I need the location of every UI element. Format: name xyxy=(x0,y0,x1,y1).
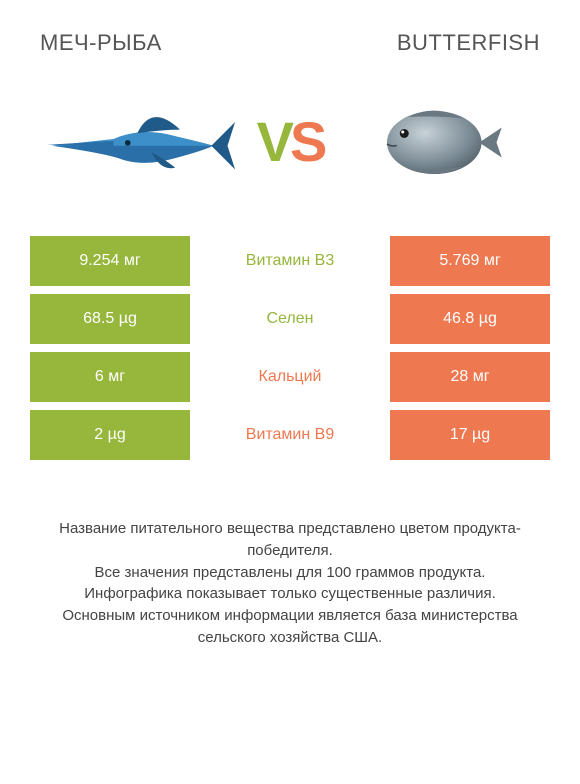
swordfish-image xyxy=(47,76,237,206)
footer-notes: Название питательного вещества представл… xyxy=(0,468,580,649)
butterfish-image xyxy=(343,76,533,206)
right-value: 28 мг xyxy=(390,352,550,402)
right-product-title: BUTTERFISH xyxy=(397,30,540,56)
right-value: 5.769 мг xyxy=(390,236,550,286)
comparison-row: 6 мгКальций28 мг xyxy=(30,352,550,402)
nutrient-label: Селен xyxy=(190,294,390,344)
left-product-title: МЕЧ-РЫБА xyxy=(40,30,162,56)
right-value: 17 µg xyxy=(390,410,550,460)
footer-line-2: Все значения представлены для 100 граммо… xyxy=(40,562,540,584)
left-value: 9.254 мг xyxy=(30,236,190,286)
right-value: 46.8 µg xyxy=(390,294,550,344)
comparison-table: 9.254 мгВитамин B35.769 мг 68.5 µgСелен46… xyxy=(0,236,580,460)
footer-line-3: Инфографика показывает только существенн… xyxy=(40,583,540,605)
left-value: 6 мг xyxy=(30,352,190,402)
header: МЕЧ-РЫБА BUTTERFISH xyxy=(0,0,580,66)
comparison-row: 68.5 µgСелен46.8 µg xyxy=(30,294,550,344)
left-value: 2 µg xyxy=(30,410,190,460)
vs-s: S xyxy=(290,109,323,174)
vs-label: VS xyxy=(257,109,324,174)
footer-line-4: Основным источником информации является … xyxy=(40,605,540,649)
nutrient-label: Витамин B3 xyxy=(190,236,390,286)
images-row: VS xyxy=(0,66,580,236)
comparison-row: 9.254 мгВитамин B35.769 мг xyxy=(30,236,550,286)
nutrient-label: Кальций xyxy=(190,352,390,402)
nutrient-label: Витамин B9 xyxy=(190,410,390,460)
left-value: 68.5 µg xyxy=(30,294,190,344)
comparison-row: 2 µgВитамин B917 µg xyxy=(30,410,550,460)
vs-v: V xyxy=(257,109,290,174)
footer-line-1: Название питательного вещества представл… xyxy=(40,518,540,562)
